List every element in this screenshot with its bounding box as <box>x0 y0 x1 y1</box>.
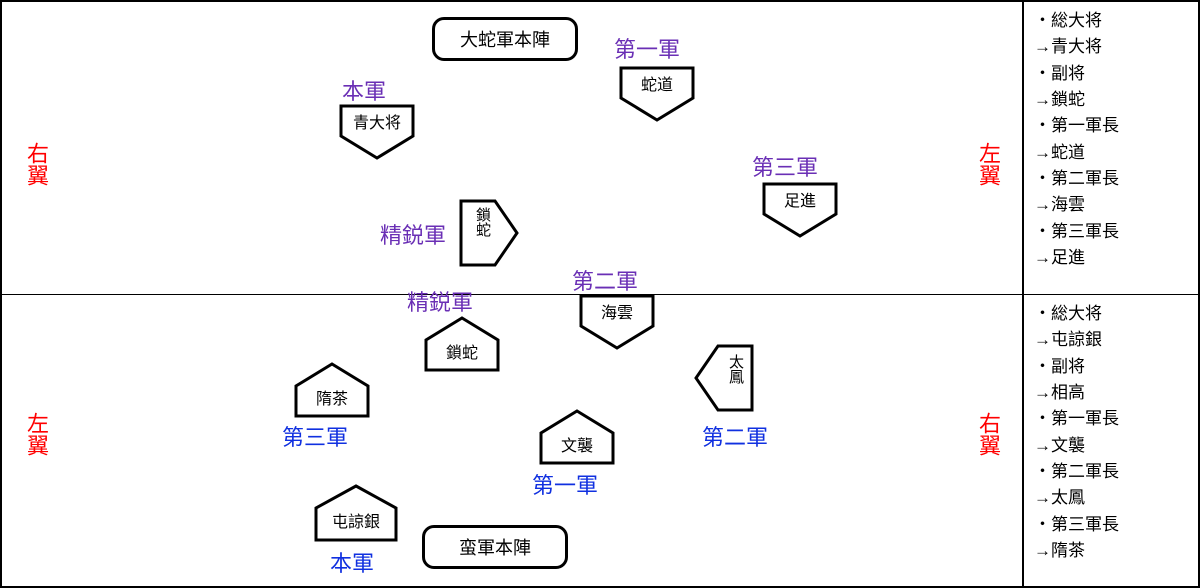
legend-line: →相高 <box>1034 380 1188 406</box>
legend-line: ・総大将 <box>1034 8 1188 34</box>
legend-line: →青大将 <box>1034 34 1188 60</box>
legend-line: →文襲 <box>1034 433 1188 459</box>
legend-bottom: ・総大将 →屯諒銀 ・副将 →相高 ・第一軍長 →文襲 ・第二軍長 →太鳳 ・第… <box>1024 294 1198 586</box>
unit-top-first-text: 蛇道 <box>641 76 673 94</box>
unit-top-hon: 青大将 <box>337 102 417 162</box>
bot-hon-label: 本軍 <box>330 546 374 578</box>
legend-line: ・総大将 <box>1034 301 1188 327</box>
top-elite-label: 精鋭軍 <box>380 218 446 250</box>
legend-line: ・第三軍長 <box>1034 512 1188 538</box>
hq-top: 大蛇軍本陣 <box>432 17 578 61</box>
unit-top-third-text: 足進 <box>784 192 816 210</box>
unit-top-second-text: 海雲 <box>601 304 633 322</box>
bot-third-label: 第三軍 <box>282 420 348 452</box>
legend-line: ・副将 <box>1034 354 1188 380</box>
legend-top: ・総大将 →青大将 ・副将 →鎖蛇 ・第一軍長 →蛇道 ・第二軍長 →海雲 ・第… <box>1024 2 1198 294</box>
sidebar: ・総大将 →青大将 ・副将 →鎖蛇 ・第一軍長 →蛇道 ・第二軍長 →海雲 ・第… <box>1024 2 1198 586</box>
wing-top-left: 右翼 <box>20 142 52 186</box>
unit-bot-elite-text: 鎖蛇 <box>446 344 478 362</box>
unit-bot-first: 文襲 <box>537 407 617 467</box>
top-elite2-label: 精鋭軍 <box>407 285 473 317</box>
unit-top-second: 海雲 <box>577 292 657 352</box>
wing-bottom-right: 右翼 <box>972 412 1004 456</box>
legend-line: ・第一軍長 <box>1034 406 1188 432</box>
unit-top-hon-text: 青大将 <box>353 114 401 132</box>
legend-line: →海雲 <box>1034 192 1188 218</box>
legend-line: →蛇道 <box>1034 140 1188 166</box>
legend-line: ・第二軍長 <box>1034 459 1188 485</box>
unit-bot-hon: 屯諒銀 <box>312 482 400 544</box>
top-first-label: 第一軍 <box>614 32 680 64</box>
unit-top-elite-text: 鎖蛇 <box>472 207 493 237</box>
legend-line: →隋茶 <box>1034 538 1188 564</box>
legend-line: ・第二軍長 <box>1034 166 1188 192</box>
legend-line: ・第一軍長 <box>1034 113 1188 139</box>
unit-bot-first-text: 文襲 <box>561 437 593 455</box>
unit-bot-third-text: 隋茶 <box>316 390 348 408</box>
bot-first-label: 第一軍 <box>532 468 598 500</box>
legend-line: →足進 <box>1034 245 1188 271</box>
battlefield: 右翼 左翼 左翼 右翼 大蛇軍本陣 蛮軍本陣 本軍 第一軍 第二軍 第三軍 精鋭… <box>2 2 1024 586</box>
wing-bottom-left: 左翼 <box>20 412 52 456</box>
unit-bot-elite: 鎖蛇 <box>422 314 502 374</box>
unit-top-first: 蛇道 <box>617 64 697 124</box>
unit-bot-second-text: 太鳳 <box>725 354 746 384</box>
unit-top-third: 足進 <box>760 180 840 240</box>
legend-line: ・副将 <box>1034 61 1188 87</box>
wing-top-right: 左翼 <box>972 142 1004 186</box>
bot-second-label: 第二軍 <box>702 420 768 452</box>
top-third-label: 第三軍 <box>752 150 818 182</box>
legend-line: →屯諒銀 <box>1034 327 1188 353</box>
hq-bottom: 蛮軍本陣 <box>422 525 568 569</box>
unit-bot-second <box>692 342 756 414</box>
unit-bot-third: 隋茶 <box>292 360 372 420</box>
legend-line: →鎖蛇 <box>1034 87 1188 113</box>
diagram-frame: 右翼 左翼 左翼 右翼 大蛇軍本陣 蛮軍本陣 本軍 第一軍 第二軍 第三軍 精鋭… <box>0 0 1200 588</box>
legend-line: ・第三軍長 <box>1034 219 1188 245</box>
legend-line: →太鳳 <box>1034 485 1188 511</box>
unit-bot-hon-text: 屯諒銀 <box>332 513 380 531</box>
center-line <box>2 294 1022 295</box>
